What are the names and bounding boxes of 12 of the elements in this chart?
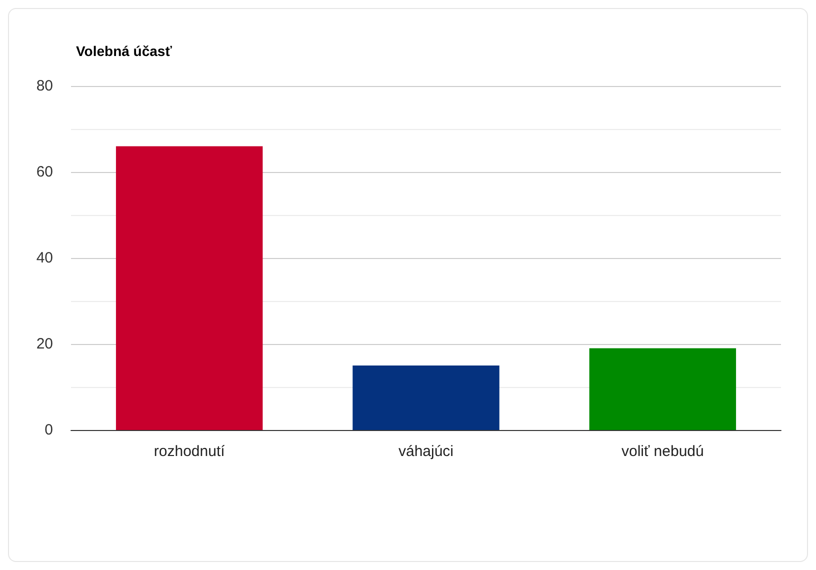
y-tick-label: 80 xyxy=(36,78,53,94)
y-tick-label: 60 xyxy=(36,164,53,180)
chart-title: Volebná účasť xyxy=(76,43,172,59)
x-tick-label: voliť nebudú xyxy=(621,443,704,460)
y-tick-label: 0 xyxy=(44,422,53,438)
y-tick-label: 20 xyxy=(36,336,53,352)
bar xyxy=(352,366,500,430)
x-tick-label: rozhodnutí xyxy=(154,443,226,460)
y-tick-label: 40 xyxy=(36,250,53,266)
x-tick-label: váhajúci xyxy=(398,443,454,460)
bar xyxy=(589,348,736,430)
bar xyxy=(116,146,263,430)
